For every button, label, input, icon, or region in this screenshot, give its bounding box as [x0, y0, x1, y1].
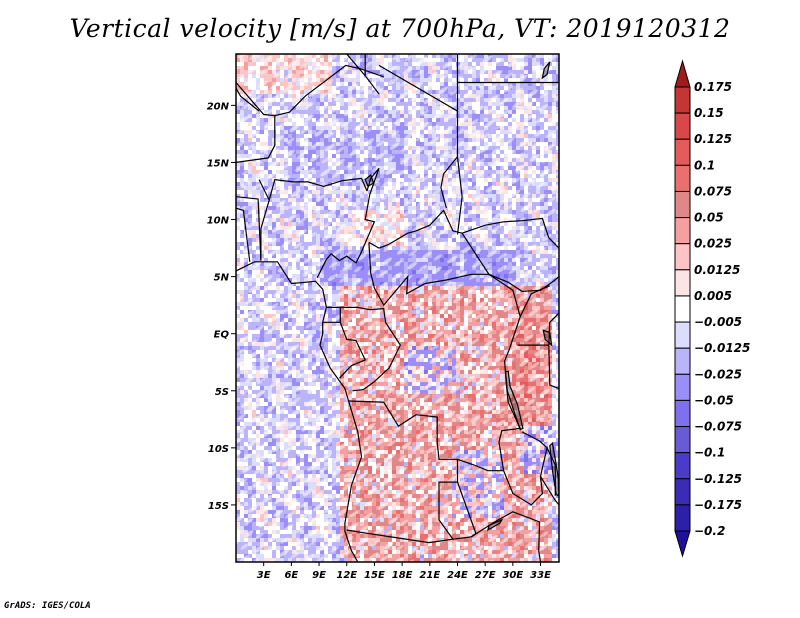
velocity-field	[236, 54, 559, 562]
chart-title: Vertical velocity [m/s] at 700hPa, VT: 2…	[69, 14, 731, 43]
